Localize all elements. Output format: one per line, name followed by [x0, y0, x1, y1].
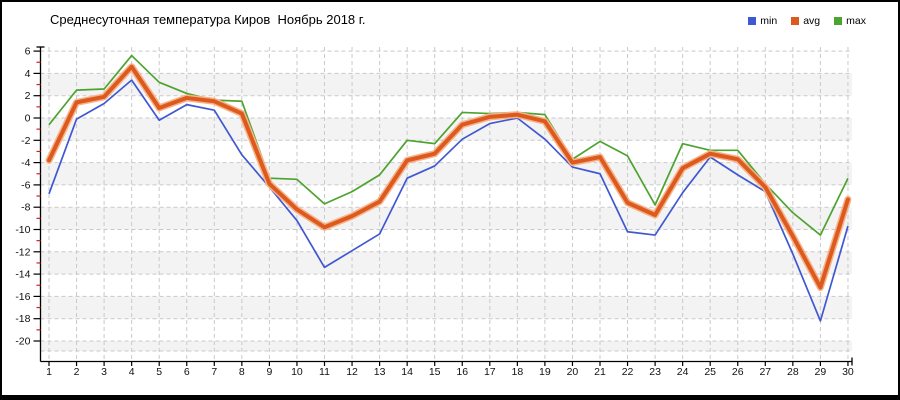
svg-text:22: 22 — [622, 366, 634, 378]
svg-text:-12: -12 — [15, 246, 30, 258]
svg-text:3: 3 — [101, 366, 107, 378]
svg-text:6: 6 — [25, 46, 31, 58]
plot-bands — [41, 73, 852, 351]
y-axis-ticks: 6 4 2 0 -2 -4 -6 -8 -10 -12 -14 -16 -18 -20 — [15, 46, 41, 348]
min-series-swatch-icon — [748, 17, 757, 25]
svg-text:1: 1 — [46, 366, 52, 378]
legend-item-avg: avg — [791, 15, 820, 27]
svg-text:-14: -14 — [15, 269, 30, 281]
x-axis-ticks: 1 2 3 4 5 6 7 8 9 10 11 12 13 14 15 16 17 18 19 20 21 22 23 24 2… — [46, 361, 854, 378]
svg-text:-8: -8 — [21, 202, 30, 214]
svg-text:9: 9 — [266, 366, 272, 378]
svg-text:20: 20 — [567, 366, 579, 378]
max-series-line — [48, 54, 849, 236]
svg-text:14: 14 — [401, 366, 413, 378]
svg-text:6: 6 — [184, 366, 190, 378]
svg-text:19: 19 — [539, 366, 551, 378]
legend-label-max: max — [846, 15, 866, 27]
legend-label-avg: avg — [803, 15, 821, 27]
legend-label-min: min — [760, 15, 778, 27]
svg-text:26: 26 — [732, 366, 744, 378]
svg-text:23: 23 — [649, 366, 661, 378]
svg-text:2: 2 — [25, 90, 31, 102]
svg-text:2: 2 — [74, 366, 80, 378]
legend-item-min: min — [748, 15, 777, 27]
svg-text:4: 4 — [129, 366, 135, 378]
svg-text:-20: -20 — [15, 336, 30, 348]
svg-text:-2: -2 — [21, 135, 30, 147]
chart-title: Среднесуточная температура Киров Ноябрь … — [50, 12, 366, 27]
avg-series-line — [45, 63, 852, 291]
svg-text:11: 11 — [319, 366, 330, 378]
svg-text:21: 21 — [594, 366, 606, 378]
svg-text:10: 10 — [291, 366, 303, 378]
svg-text:-10: -10 — [15, 224, 30, 236]
min-series-line — [48, 79, 849, 322]
svg-text:28: 28 — [787, 366, 799, 378]
svg-text:15: 15 — [429, 366, 441, 378]
svg-text:-16: -16 — [15, 291, 30, 303]
svg-text:16: 16 — [456, 366, 468, 378]
svg-text:27: 27 — [759, 366, 771, 378]
svg-text:4: 4 — [25, 68, 31, 80]
svg-text:-4: -4 — [21, 157, 30, 169]
svg-text:25: 25 — [704, 366, 716, 378]
svg-text:0: 0 — [25, 113, 31, 125]
svg-text:18: 18 — [512, 366, 524, 378]
svg-text:13: 13 — [374, 366, 386, 378]
svg-text:8: 8 — [239, 366, 245, 378]
svg-text:17: 17 — [484, 366, 496, 378]
svg-text:30: 30 — [842, 366, 854, 378]
legend-item-max: max — [834, 15, 866, 27]
svg-text:5: 5 — [156, 366, 162, 378]
axes — [36, 46, 853, 366]
legend: min avg max — [748, 15, 866, 27]
max-series-swatch-icon — [834, 17, 843, 25]
svg-text:29: 29 — [815, 366, 827, 378]
svg-text:7: 7 — [211, 366, 217, 378]
svg-text:24: 24 — [677, 366, 689, 378]
svg-text:-18: -18 — [15, 313, 30, 325]
svg-text:-6: -6 — [21, 179, 30, 191]
svg-text:12: 12 — [346, 366, 358, 378]
avg-series-swatch-icon — [791, 17, 800, 25]
